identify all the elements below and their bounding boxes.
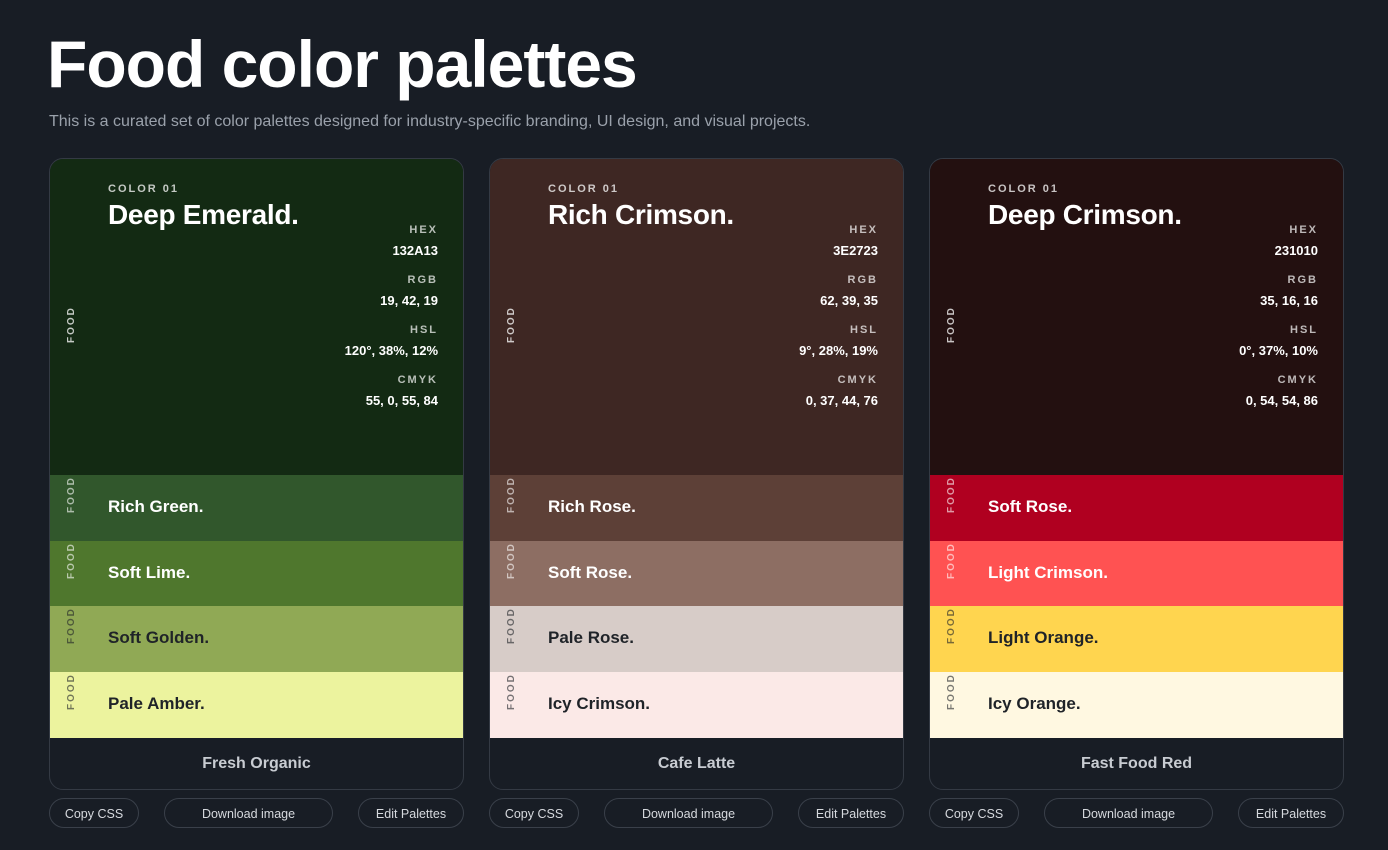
color-swatch: FOOD Icy Crimson. <box>490 672 903 738</box>
category-tag: FOOD <box>66 607 77 644</box>
field-label: HSL <box>1290 324 1318 336</box>
swatch-name: Pale Amber. <box>108 694 205 713</box>
color-swatch: FOOD Soft Lime. <box>50 541 463 606</box>
swatch-name: Light Orange. <box>988 628 1099 647</box>
field-label: HEX <box>409 224 438 236</box>
button[interactable]: Copy CSS <box>489 798 579 828</box>
field-label: CMYK <box>1277 374 1318 386</box>
category-tag: FOOD <box>946 673 957 710</box>
field-value: 231010 <box>1274 243 1318 258</box>
color-name: Rich Crimson. <box>548 199 734 230</box>
color-label: COLOR 01 <box>108 183 180 195</box>
category-tag: FOOD <box>506 476 517 513</box>
swatch-name: Soft Rose. <box>988 497 1073 516</box>
button[interactable]: Download image <box>604 798 773 828</box>
color-swatch: FOOD Pale Amber. <box>50 672 463 738</box>
main-swatch: FOOD COLOR 01 Deep Emerald. HEX 132A13 RGB 19,… <box>50 159 463 475</box>
field-value: 0°, 37%, 10% <box>1239 343 1318 358</box>
main-swatch: FOOD COLOR 01 Deep Crimson. HEX 231010 RGB 35,… <box>930 159 1343 475</box>
button[interactable]: Edit Palettes <box>798 798 904 828</box>
category-tag: FOOD <box>506 542 517 579</box>
color-name: Deep Emerald. <box>108 199 299 230</box>
field-label: CMYK <box>837 374 878 386</box>
field-label: HSL <box>410 324 438 336</box>
category-tag: FOOD <box>946 607 957 644</box>
color-swatch: FOOD Pale Rose. <box>490 606 903 672</box>
palette-card: FOOD COLOR 01 Deep Crimson. HEX 231010 RGB 35,… <box>929 158 1344 790</box>
color-swatch: FOOD Soft Rose. <box>930 475 1343 541</box>
category-tag: FOOD <box>66 476 77 513</box>
swatch-name: Rich Green. <box>108 497 204 516</box>
category-tag: FOOD <box>946 476 957 513</box>
field-label: RGB <box>407 274 438 286</box>
field-label: RGB <box>847 274 878 286</box>
field-label: HEX <box>1289 224 1318 236</box>
field-value: 35, 16, 16 <box>1260 293 1318 308</box>
field-label: HSL <box>850 324 878 336</box>
palette-name: Fresh Organic <box>202 755 311 772</box>
swatch-name: Rich Rose. <box>548 497 636 516</box>
field-value: 0, 54, 54, 86 <box>1245 393 1318 408</box>
field-value: 55, 0, 55, 84 <box>365 393 438 408</box>
category-tag: FOOD <box>66 306 77 343</box>
swatch-name: Light Crimson. <box>988 563 1108 582</box>
field-label: RGB <box>1287 274 1318 286</box>
category-tag: FOOD <box>506 306 517 343</box>
color-swatch: FOOD Rich Green. <box>50 475 463 541</box>
main-swatch: FOOD COLOR 01 Rich Crimson. HEX 3E2723 RGB 62,… <box>490 159 903 475</box>
swatch-name: Icy Crimson. <box>548 694 651 713</box>
field-value: 0, 37, 44, 76 <box>805 393 878 408</box>
field-label: HEX <box>849 224 878 236</box>
swatch-name: Soft Rose. <box>548 563 633 582</box>
palette-card: FOOD COLOR 01 Rich Crimson. HEX 3E2723 RGB 62,… <box>489 158 904 790</box>
swatch-name: Soft Lime. <box>108 563 191 582</box>
category-tag: FOOD <box>506 673 517 710</box>
palette-name: Fast Food Red <box>1080 755 1193 772</box>
button[interactable]: Copy CSS <box>929 798 1019 828</box>
field-value: 19, 42, 19 <box>380 293 438 308</box>
button[interactable]: Download image <box>164 798 333 828</box>
color-name: Deep Crimson. <box>988 199 1182 230</box>
button[interactable]: Edit Palettes <box>1238 798 1344 828</box>
field-value: 3E2723 <box>833 243 878 258</box>
swatch-name: Pale Rose. <box>548 628 634 647</box>
button[interactable]: Download image <box>1044 798 1213 828</box>
category-tag: FOOD <box>946 542 957 579</box>
field-value: 132A13 <box>392 243 438 258</box>
page-subtitle: This is a curated set of color palettes … <box>49 113 811 130</box>
color-swatch: FOOD Soft Golden. <box>50 606 463 672</box>
color-swatch: FOOD Rich Rose. <box>490 475 903 541</box>
category-tag: FOOD <box>66 673 77 710</box>
palette-name: Cafe Latte <box>657 755 736 772</box>
palette-card: FOOD COLOR 01 Deep Emerald. HEX 132A13 RGB 19,… <box>49 158 464 790</box>
field-value: 120°, 38%, 12% <box>344 343 438 358</box>
color-label: COLOR 01 <box>988 183 1060 195</box>
color-swatch: FOOD Light Crimson. <box>930 541 1343 606</box>
color-label: COLOR 01 <box>548 183 620 195</box>
category-tag: FOOD <box>66 542 77 579</box>
color-swatch: FOOD Icy Orange. <box>930 672 1343 738</box>
field-value: 62, 39, 35 <box>820 293 878 308</box>
button[interactable]: Edit Palettes <box>358 798 464 828</box>
swatch-name: Soft Golden. <box>108 628 210 647</box>
button[interactable]: Copy CSS <box>49 798 139 828</box>
color-swatch: FOOD Soft Rose. <box>490 541 903 606</box>
color-swatch: FOOD Light Orange. <box>930 606 1343 672</box>
field-label: CMYK <box>397 374 438 386</box>
category-tag: FOOD <box>506 607 517 644</box>
swatch-name: Icy Orange. <box>988 694 1081 713</box>
field-value: 9°, 28%, 19% <box>799 343 878 358</box>
category-tag: FOOD <box>946 306 957 343</box>
page-title: Food color palettes <box>47 27 638 101</box>
